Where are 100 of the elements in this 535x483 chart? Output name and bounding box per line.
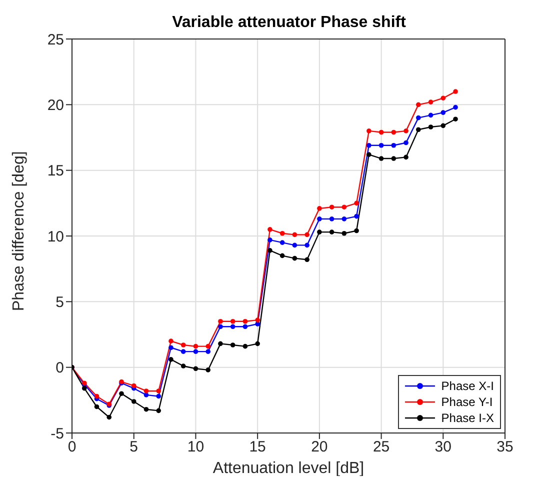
point xyxy=(342,204,347,210)
x-tick-label: 25 xyxy=(372,438,390,456)
point xyxy=(354,214,359,219)
chart-title: Variable attenuator Phase shift xyxy=(171,14,407,32)
point xyxy=(280,240,285,245)
point xyxy=(168,357,174,362)
point xyxy=(131,399,136,404)
point xyxy=(193,366,198,372)
x-tick-label: 35 xyxy=(496,438,514,456)
point xyxy=(440,123,446,128)
x-tick-label: 10 xyxy=(187,438,204,456)
point xyxy=(304,232,310,238)
point xyxy=(255,341,260,346)
point xyxy=(329,204,334,210)
point xyxy=(255,318,260,322)
point xyxy=(391,156,396,161)
y-tick-label: 10 xyxy=(47,228,64,246)
point xyxy=(292,256,298,261)
point xyxy=(329,230,334,234)
point xyxy=(317,216,322,222)
point xyxy=(453,89,458,94)
x-tick-label: 30 xyxy=(434,438,452,456)
point xyxy=(391,142,396,148)
point xyxy=(268,248,272,253)
point xyxy=(242,344,248,349)
point xyxy=(342,216,347,222)
point xyxy=(168,345,174,350)
point xyxy=(180,364,186,368)
point xyxy=(144,406,149,412)
x-tick-label: 15 xyxy=(249,438,266,456)
point xyxy=(94,404,100,410)
point xyxy=(280,253,285,258)
point xyxy=(280,230,285,236)
point xyxy=(193,344,198,349)
point xyxy=(292,242,298,248)
point xyxy=(440,110,446,115)
point xyxy=(206,344,210,349)
point xyxy=(94,394,100,399)
legend-label: Phase I-X xyxy=(441,410,494,426)
point xyxy=(428,124,434,130)
y-tick-label: 20 xyxy=(47,96,64,114)
point xyxy=(304,242,310,248)
point xyxy=(230,318,236,324)
point xyxy=(106,414,112,420)
point xyxy=(82,386,87,391)
point xyxy=(230,324,236,330)
point xyxy=(404,140,408,146)
point xyxy=(428,112,434,118)
point xyxy=(416,127,421,132)
point xyxy=(242,318,248,324)
point xyxy=(354,200,359,206)
legend-label: Phase X-I xyxy=(441,378,494,394)
point xyxy=(317,206,322,211)
point xyxy=(342,230,347,236)
y-tick-label: 25 xyxy=(47,31,64,48)
point xyxy=(268,238,272,242)
y-axis-title: Phase difference [deg] xyxy=(10,151,28,311)
point xyxy=(391,130,396,135)
point xyxy=(144,388,149,394)
point xyxy=(242,324,248,330)
point xyxy=(218,324,223,330)
point xyxy=(366,128,372,134)
point xyxy=(119,391,124,396)
point xyxy=(268,227,272,232)
point xyxy=(292,232,298,238)
x-tick-label: 20 xyxy=(311,438,328,456)
legend-label: Phase Y-I xyxy=(441,394,493,410)
point xyxy=(193,349,198,354)
x-tick-label: 5 xyxy=(130,438,138,456)
y-tick-label: 15 xyxy=(47,162,64,180)
point xyxy=(218,318,223,324)
point xyxy=(180,349,186,354)
point xyxy=(329,216,334,222)
x-axis-title: Attenuation level [dB] xyxy=(212,460,364,477)
point xyxy=(428,100,434,104)
point xyxy=(180,342,186,348)
point xyxy=(378,156,384,161)
point xyxy=(317,230,322,234)
point xyxy=(156,394,161,399)
point xyxy=(440,96,446,100)
point xyxy=(416,115,421,120)
point xyxy=(366,152,372,157)
point xyxy=(404,154,408,160)
point xyxy=(453,116,458,122)
point xyxy=(206,349,210,354)
y-tick-label: 0 xyxy=(56,360,64,377)
point xyxy=(404,128,408,134)
point xyxy=(378,130,384,135)
point xyxy=(156,388,161,394)
point xyxy=(416,102,421,108)
point xyxy=(230,342,236,348)
point xyxy=(218,341,223,346)
point xyxy=(378,142,384,148)
point xyxy=(366,142,372,148)
point xyxy=(156,408,161,414)
y-tick-label: -5 xyxy=(50,425,64,442)
x-tick-label: 0 xyxy=(68,438,76,456)
y-tick-label: 5 xyxy=(56,294,64,311)
point xyxy=(354,228,359,234)
point xyxy=(453,104,458,110)
